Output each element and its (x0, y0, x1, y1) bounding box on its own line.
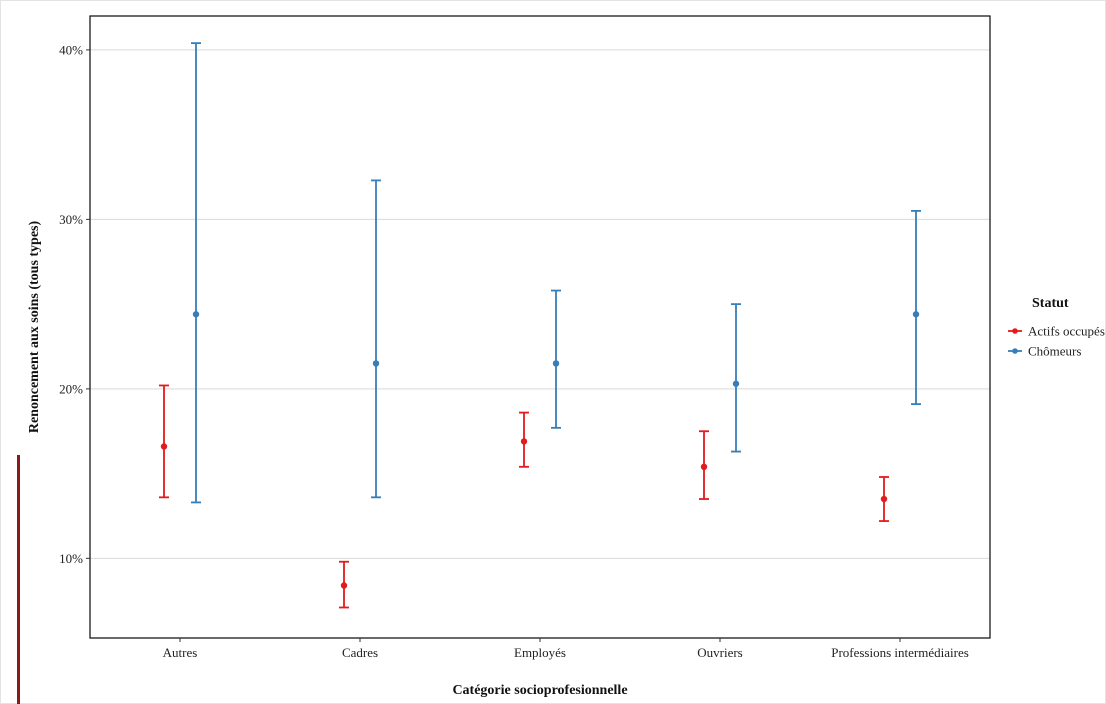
data-point (552, 360, 560, 367)
data-point (520, 438, 528, 445)
data-point (732, 380, 740, 387)
legend: Statut Actifs occupés Chômeurs (1008, 296, 1105, 359)
series-group (159, 384, 889, 609)
y-tick-label: 30% (59, 212, 83, 227)
data-point (192, 311, 200, 318)
data-point (912, 311, 920, 318)
data-point (880, 495, 888, 503)
y-tick-label: 10% (59, 551, 83, 566)
legend-items: Actifs occupés Chômeurs (1008, 324, 1105, 359)
y-axis-ticks: 10% 20% 30% 40% (59, 42, 90, 566)
x-axis-title: Catégorie socioprofesionnelle (452, 683, 627, 698)
x-tick-label: Employés (514, 645, 566, 660)
x-tick-label: Professions intermédiaires (831, 645, 969, 660)
y-tick-label: 20% (59, 381, 83, 396)
data-point (160, 443, 168, 450)
series-marks (159, 42, 921, 609)
left-edge-strip (17, 455, 20, 704)
y-tick-label: 40% (59, 42, 83, 57)
data-point (340, 582, 348, 589)
y-axis-title: Renoncement aux soins (tous types) (27, 220, 42, 433)
x-axis-ticks: Autres Cadres Employés Ouvriers Professions … (163, 638, 969, 660)
series-group (191, 42, 921, 504)
legend-label: Actifs occupés (1028, 324, 1105, 339)
data-point (700, 463, 708, 471)
gridlines (90, 49, 990, 559)
x-tick-label: Cadres (342, 645, 378, 660)
legend-key-point (1012, 328, 1018, 334)
legend-label: Chômeurs (1028, 344, 1081, 359)
x-tick-label: Ouvriers (697, 645, 743, 660)
x-tick-label: Autres (163, 645, 198, 660)
legend-key-point (1012, 348, 1018, 354)
plot-panel-border (89, 15, 991, 639)
legend-title: Statut (1032, 296, 1069, 311)
data-point (372, 360, 380, 367)
